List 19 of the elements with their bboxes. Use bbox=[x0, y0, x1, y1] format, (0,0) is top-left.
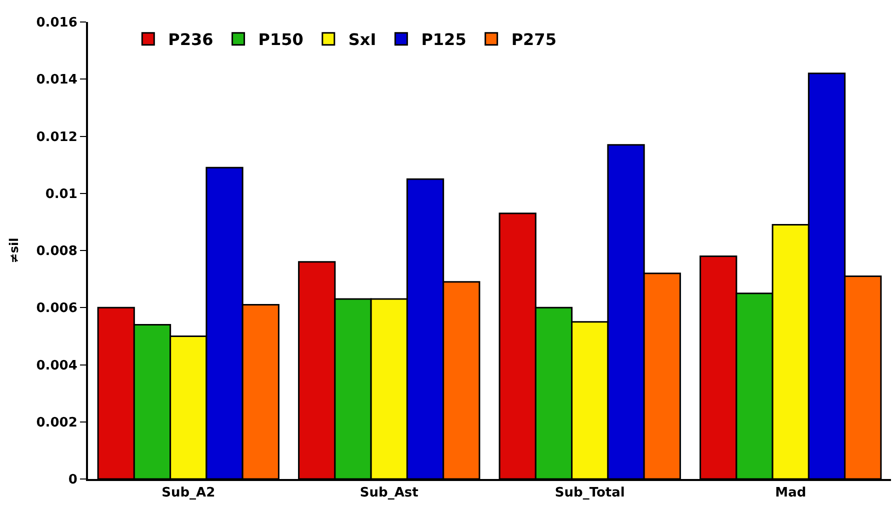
x-tick-label: Sub_Total bbox=[554, 486, 625, 501]
x-tick-label: Sub_Ast bbox=[360, 486, 418, 501]
legend-label: P236 bbox=[168, 30, 214, 50]
x-tick-label: Mad bbox=[775, 486, 806, 501]
legend-label: P150 bbox=[258, 30, 304, 50]
y-tick-label: 0.01 bbox=[45, 186, 78, 202]
y-tick-label: 0.006 bbox=[36, 301, 78, 316]
legend-label: SxI bbox=[348, 30, 376, 50]
y-tick-label: 0.014 bbox=[36, 72, 78, 88]
x-tick-label: Sub_A2 bbox=[162, 486, 216, 501]
y-axis-title: ≠sil bbox=[7, 238, 22, 264]
y-tick-label: 0.008 bbox=[36, 244, 78, 260]
y-tick-label: 0 bbox=[68, 472, 78, 488]
y-tick-label: 0.016 bbox=[36, 16, 78, 31]
legend-label: P275 bbox=[511, 30, 556, 50]
y-tick-label: 0.012 bbox=[36, 130, 78, 145]
legend-label: P125 bbox=[421, 30, 466, 50]
y-tick-label: 0.004 bbox=[36, 358, 78, 374]
y-tick-label: 0.002 bbox=[36, 415, 78, 430]
